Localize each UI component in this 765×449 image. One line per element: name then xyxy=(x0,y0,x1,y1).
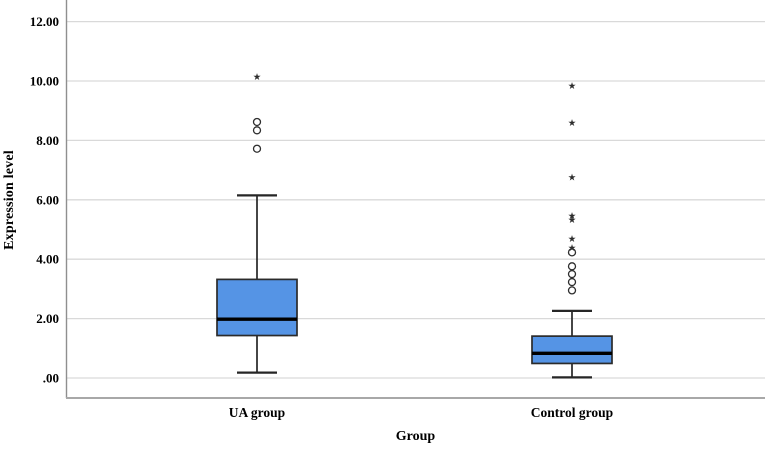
extreme-star: ★ xyxy=(568,172,577,183)
extreme-star: ★ xyxy=(568,118,577,129)
extreme-star: ★ xyxy=(568,234,577,245)
y-tick-label: 4.00 xyxy=(36,252,59,267)
y-tick-label: 2.00 xyxy=(36,311,59,326)
x-category-label: UA group xyxy=(229,405,285,420)
outlier-circle xyxy=(567,262,577,271)
outlier-circle xyxy=(567,277,577,287)
x-category-label: Control group xyxy=(531,405,613,420)
box xyxy=(531,335,613,365)
extreme-star: ★ xyxy=(568,215,577,226)
y-tick-label: .00 xyxy=(43,371,59,386)
extreme-star: ★ xyxy=(568,211,577,222)
outlier-circle xyxy=(567,248,577,257)
outlier-circle xyxy=(567,286,577,295)
extreme-star: ★ xyxy=(568,243,577,254)
y-tick-label: 6.00 xyxy=(36,192,59,207)
x-axis-title: Group xyxy=(395,429,436,444)
box xyxy=(216,278,298,337)
y-axis-title: Expression level xyxy=(2,150,17,250)
extreme-star: ★ xyxy=(253,72,262,83)
outlier-circle xyxy=(252,144,262,153)
y-tick-label: 10.00 xyxy=(30,74,59,89)
y-tick-label: 12.00 xyxy=(30,14,59,29)
outlier-circle xyxy=(567,269,577,279)
y-tick-label: 8.00 xyxy=(36,133,59,148)
outlier-circle xyxy=(252,126,262,135)
extreme-star: ★ xyxy=(568,81,577,92)
outlier-circle xyxy=(252,117,262,127)
